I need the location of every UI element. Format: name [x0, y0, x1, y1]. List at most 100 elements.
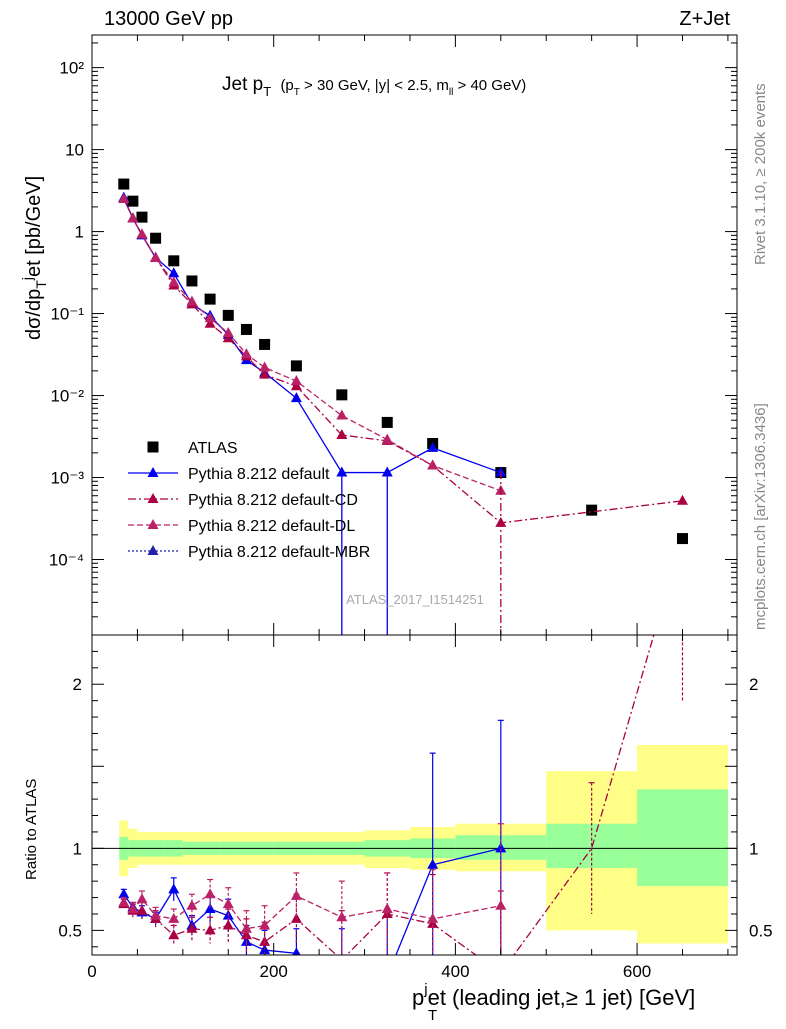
main-marker-3: [186, 295, 198, 306]
title-details-sub-t: T: [294, 87, 300, 98]
ratio-marker-2: [168, 912, 180, 923]
legend-marker: [147, 467, 159, 477]
atlas-point: [381, 416, 393, 428]
main-marker-1: [427, 441, 439, 452]
main-ytick-label: 1: [75, 223, 84, 242]
main-ytick-label: 10: [65, 141, 84, 160]
ratio-line-1: [123, 635, 655, 955]
legend-label: Pythia 8.212 default-MBR: [188, 544, 370, 561]
ratio-marker-2: [127, 903, 139, 914]
title-details-3: > 40 GeV): [453, 77, 526, 94]
header-left: 13000 GeV pp: [104, 8, 233, 30]
xlabel-p: p: [412, 985, 424, 1010]
legend-label: ATLAS: [188, 440, 238, 457]
x-axis-label: pjet (leading jet,≥ 1 jet) [GeV]: [412, 981, 695, 1010]
legend-label: Pythia 8.212 default-CD: [188, 492, 358, 509]
title-sub-t: T: [263, 84, 271, 99]
atlas-point: [586, 504, 598, 516]
legend-label: Pythia 8.212 default-DL: [188, 518, 355, 535]
ratio-marker-1: [204, 924, 216, 935]
ratio-ytick-label-left: 1: [73, 839, 82, 858]
ratio-marker-0: [292, 947, 301, 955]
main-marker-3: [168, 276, 180, 287]
main-marker-3: [259, 361, 271, 372]
ratio-marker-0: [495, 842, 507, 853]
title-sub-ll: ll: [449, 87, 453, 98]
ratio-marker-0: [204, 903, 216, 914]
main-axes: 10⁻⁴ 10⁻³ 10⁻² 10⁻¹ 1 10 10²: [49, 35, 737, 635]
atlas-point: [150, 232, 162, 244]
main-ylabel: dσ/dpTjet [pb/GeV]: [19, 176, 49, 340]
ratio-ylabel: Ratio to ATLAS: [23, 779, 40, 880]
atlas-point: [204, 293, 216, 305]
main-line-2: [123, 198, 683, 524]
main-ytick-label: 10⁻²: [50, 387, 84, 406]
ratio-marker-0: [427, 858, 439, 869]
ratio-series-group: [118, 635, 684, 955]
ratio-ytick-label-left: 0.5: [58, 921, 82, 940]
main-marker-1: [290, 392, 302, 403]
xlabel-sup: j: [423, 981, 427, 998]
ratio-marker-1: [136, 904, 148, 915]
ratio-ytick-label-right: 1: [749, 839, 758, 858]
ratio-marker-2: [136, 893, 148, 904]
atlas-point: [290, 360, 302, 372]
ratio-xtick-label: 600: [623, 962, 651, 981]
header-right: Z+Jet: [679, 8, 730, 30]
ratio-uncertainty-bands: [92, 744, 737, 944]
ratio-ytick-label-left: 2: [73, 675, 82, 694]
ratio-marker-2: [495, 899, 507, 910]
ratio-ytick-label-right: 0.5: [749, 921, 773, 940]
main-marker-2: [336, 429, 348, 440]
ratio-marker-1: [290, 912, 302, 923]
atlas-point: [136, 211, 148, 223]
legend-label: Pythia 8.212 default: [188, 466, 330, 483]
xlabel-c: ≥ 1 jet) [GeV]: [566, 985, 695, 1010]
ratio-marker-2: [150, 909, 162, 920]
main-marker-1: [168, 267, 180, 278]
legend-marker-atlas: [147, 441, 159, 453]
main-marker-3: [290, 375, 302, 386]
main-ytick-label: 10⁻⁴: [49, 551, 84, 570]
ratio-marker-0: [118, 888, 130, 899]
title-details-2: > 30 GeV, |y| < 2.5, m: [300, 77, 449, 94]
ratio-marker-1: [168, 929, 180, 940]
main-ytick-label: 10⁻¹: [50, 305, 84, 324]
ratio-marker-2: [381, 903, 393, 914]
ratio-xtick-label: 200: [260, 962, 288, 981]
main-marker-2: [259, 368, 271, 379]
main-marker-3: [150, 251, 162, 262]
ratio-ytick-label-right: 2: [749, 675, 758, 694]
ratio-xtick-label: 0: [87, 962, 96, 981]
main-marker-3: [240, 348, 252, 359]
main-marker-2: [676, 494, 688, 505]
main-marker-3: [136, 228, 148, 239]
mcplots-text: mcplots.cern.ch [arXiv:1306.3436]: [752, 403, 769, 630]
atlas-point: [127, 195, 139, 207]
atlas-point: [118, 178, 130, 190]
main-marker-3: [427, 459, 439, 470]
ratio-xtick-label: 400: [441, 962, 469, 981]
main-marker-3: [336, 409, 348, 420]
band-inner: [637, 789, 728, 887]
main-marker-2: [222, 332, 234, 343]
main-marker-2: [290, 380, 302, 391]
legend-marker: [147, 519, 159, 529]
ratio-marker-2: [222, 898, 234, 909]
main-marker-3: [222, 326, 234, 337]
ratio-marker-2: [186, 899, 198, 910]
ratio-marker-0: [168, 883, 180, 894]
watermark: ATLAS_2017_I1514251: [346, 592, 484, 607]
ratio-marker-2: [427, 912, 439, 923]
ratio-marker-1: [222, 919, 234, 930]
xlabel-b: et (leading jet,: [428, 985, 566, 1010]
ratio-axes: 0 200 400 600 0.5 0.5 1 1 2 2: [58, 635, 773, 981]
ratio-marker-2: [290, 889, 302, 900]
atlas-point: [676, 533, 688, 545]
atlas-point: [222, 309, 234, 321]
ratio-marker-1: [186, 922, 198, 933]
ratio-marker-1: [240, 929, 252, 940]
atlas-point: [259, 338, 271, 350]
ratio-panel-frame: [91, 634, 738, 956]
